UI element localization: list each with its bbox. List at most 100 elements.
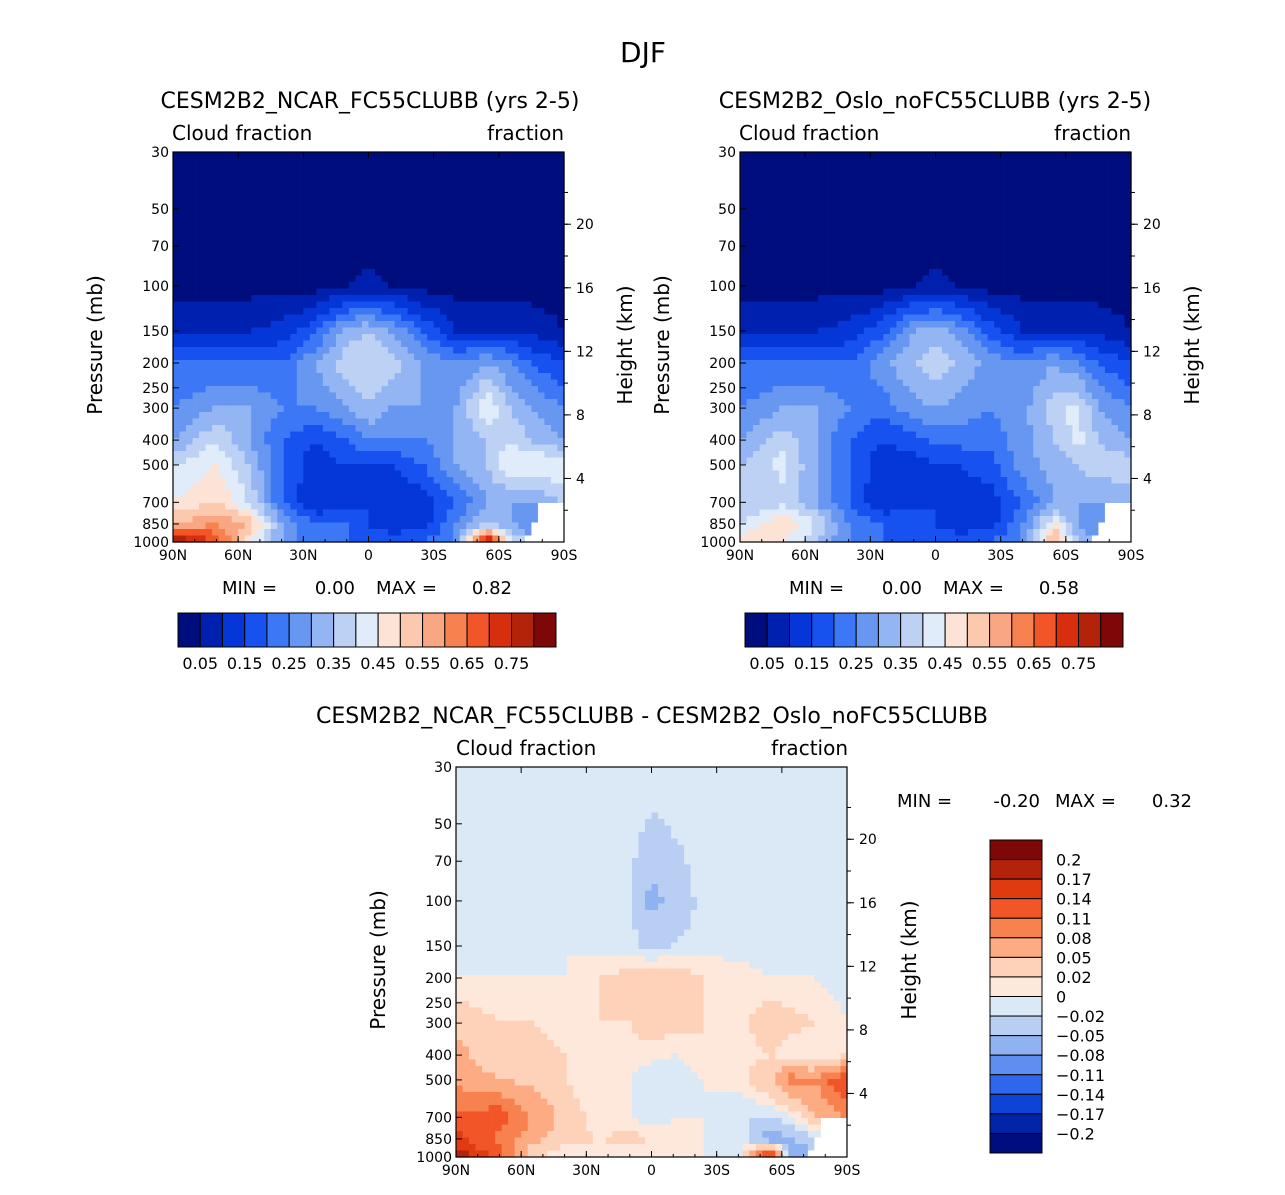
field-cell xyxy=(381,464,389,472)
field-cell xyxy=(270,444,278,452)
field-cell xyxy=(375,464,383,472)
field-cell xyxy=(342,509,350,517)
field-cell xyxy=(218,243,226,251)
field-cell xyxy=(244,210,252,218)
field-cell xyxy=(296,490,304,498)
field-cell xyxy=(277,490,285,498)
field-cell xyxy=(225,503,233,511)
field-cell xyxy=(407,516,415,524)
field-cell xyxy=(414,184,422,192)
field-cell xyxy=(453,464,461,472)
field-cell xyxy=(531,535,539,543)
left-label: Cloud fraction xyxy=(172,121,312,145)
field-cell xyxy=(401,152,409,160)
field-cell xyxy=(850,275,858,283)
field-cell xyxy=(375,503,383,511)
field-cell xyxy=(329,438,337,446)
field-cell xyxy=(186,477,194,485)
field-cell xyxy=(355,360,363,368)
field-cell xyxy=(550,340,559,348)
field-cell xyxy=(922,165,930,173)
field-cell xyxy=(453,223,461,231)
field-cell xyxy=(433,399,441,407)
field-cell xyxy=(296,353,304,361)
field-cell xyxy=(414,282,422,290)
field-cell xyxy=(492,379,500,387)
field-cell xyxy=(876,223,884,231)
field-cell xyxy=(192,184,200,192)
field-cell xyxy=(348,197,357,205)
field-cell xyxy=(792,230,800,238)
field-cell xyxy=(270,178,278,186)
field-cell xyxy=(388,204,396,212)
field-cell xyxy=(205,490,213,498)
field-cell xyxy=(492,301,500,309)
field-cell xyxy=(186,288,194,296)
field-cell xyxy=(225,418,233,426)
field-cell xyxy=(479,529,487,537)
field-cell xyxy=(212,171,220,179)
field-cell xyxy=(427,217,435,225)
field-cell xyxy=(1104,197,1113,205)
field-cell xyxy=(355,470,363,478)
field-cell xyxy=(531,464,539,472)
field-cell xyxy=(1013,158,1021,166)
field-cell xyxy=(511,509,519,517)
field-cell xyxy=(1052,282,1060,290)
field-cell xyxy=(322,301,330,309)
field-cell xyxy=(199,535,207,543)
field-cell xyxy=(355,399,363,407)
field-cell xyxy=(902,243,911,251)
field-cell xyxy=(375,477,383,485)
field-cell xyxy=(186,444,194,452)
field-cell xyxy=(1091,210,1100,218)
field-cell xyxy=(375,535,383,543)
field-cell xyxy=(550,256,559,264)
field-cell xyxy=(479,249,487,257)
colorbar-label: 0.75 xyxy=(494,654,530,673)
panel-title: CESM2B2_NCAR_FC55CLUBB (yrs 2-5) xyxy=(161,89,580,114)
field-cell xyxy=(485,158,493,166)
field-cell xyxy=(264,262,272,270)
field-cell xyxy=(361,191,370,199)
field-cell xyxy=(544,425,552,433)
field-cell xyxy=(335,405,344,413)
field-cell xyxy=(518,353,526,361)
field-cell xyxy=(466,171,474,179)
field-cell xyxy=(766,217,774,225)
field-cell xyxy=(928,217,937,225)
field-cell xyxy=(446,431,454,439)
field-cell xyxy=(994,197,1002,205)
field-cell xyxy=(375,191,383,199)
field-cell xyxy=(557,282,565,290)
field-cell xyxy=(557,451,565,459)
field-cell xyxy=(837,223,845,231)
field-cell xyxy=(446,451,454,459)
field-cell xyxy=(375,165,383,173)
field-cell xyxy=(433,373,441,381)
field-cell xyxy=(218,230,226,238)
field-cell xyxy=(1124,223,1132,231)
field-cell xyxy=(368,451,376,459)
field-cell xyxy=(361,347,370,355)
field-cell xyxy=(231,392,239,400)
field-cell xyxy=(531,366,539,374)
field-cell xyxy=(342,457,350,465)
field-cell xyxy=(388,158,396,166)
field-cell xyxy=(296,379,304,387)
field-cell xyxy=(1065,269,1073,277)
field-cell xyxy=(544,516,552,524)
field-cell xyxy=(316,262,324,270)
field-cell xyxy=(427,509,435,517)
field-cell xyxy=(244,204,252,212)
field-cell xyxy=(466,366,474,374)
field-cell xyxy=(401,353,409,361)
field-cell xyxy=(238,191,246,199)
field-cell xyxy=(740,230,748,238)
field-cell xyxy=(218,353,226,361)
field-cell xyxy=(361,301,370,309)
field-cells xyxy=(173,152,565,543)
field-cell xyxy=(375,425,383,433)
field-cell xyxy=(335,249,344,257)
field-cell xyxy=(368,230,376,238)
